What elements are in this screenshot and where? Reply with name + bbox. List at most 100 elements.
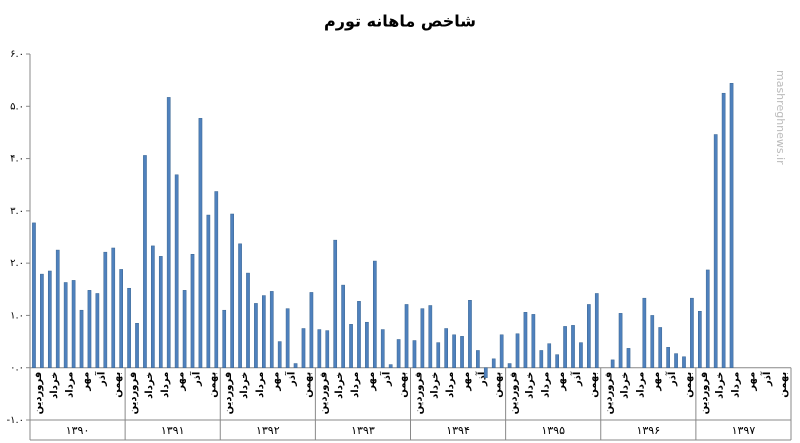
bar [349, 324, 353, 368]
year-label: ۱۳۹۵ [541, 424, 565, 437]
bar [222, 309, 227, 368]
bar [309, 292, 314, 368]
bar [190, 254, 195, 368]
bar [547, 343, 552, 368]
y-tick-label: -۱.۰ [6, 415, 24, 426]
chart-title: شاخص ماهانه تورم [324, 12, 476, 31]
bar [483, 367, 488, 378]
bar [713, 134, 718, 368]
bar [444, 328, 449, 368]
x-tick-label: مرداد [65, 372, 76, 398]
bar [666, 347, 670, 368]
bar [285, 308, 290, 368]
bar [79, 309, 84, 368]
x-tick-label: آذر [189, 371, 202, 387]
bar [729, 83, 734, 368]
y-tick-label: ۱.۰ [10, 310, 24, 321]
bar [143, 155, 147, 368]
x-tick-label: آذر [285, 371, 298, 387]
x-tick-label: بهمن [493, 372, 504, 398]
bar [618, 313, 623, 368]
bar [571, 325, 575, 368]
bar [436, 342, 441, 368]
y-tick-label: ۶.۰ [10, 49, 24, 60]
bar [277, 341, 282, 368]
bar [610, 359, 615, 368]
y-tick-label: ۲.۰ [10, 258, 24, 269]
x-tick-label: بهمن [302, 372, 313, 398]
bar [705, 269, 710, 368]
bar [523, 312, 528, 368]
bar [317, 329, 322, 368]
bar [166, 97, 171, 368]
bar [690, 297, 694, 368]
bar [372, 260, 377, 368]
year-label: ۱۳۹۷ [732, 424, 756, 437]
year-label: ۱۳۹۴ [446, 424, 470, 437]
year-label: ۱۳۹۱ [161, 424, 185, 437]
bar [460, 336, 464, 368]
y-tick-label: ۰.۰ [10, 363, 24, 374]
year-label: ۱۳۹۶ [636, 424, 660, 437]
bar [174, 174, 179, 368]
bar [262, 295, 266, 368]
bar [420, 308, 425, 368]
bar [428, 305, 433, 368]
year-label: ۱۳۹۰ [66, 424, 90, 437]
bar [127, 287, 131, 368]
bar [587, 304, 591, 368]
x-tick-label: بهمن [398, 372, 409, 398]
bar [325, 330, 330, 368]
bar [214, 191, 219, 368]
x-tick-label: مرداد [540, 372, 551, 398]
bar [674, 353, 678, 368]
x-tick-label: خرداد [524, 372, 535, 399]
x-tick-label: آذر [380, 371, 393, 387]
bar [198, 118, 203, 368]
bar [333, 239, 338, 368]
x-tick-label: خرداد [334, 372, 345, 399]
bar [396, 339, 401, 368]
bar [111, 247, 116, 368]
bar [87, 290, 92, 368]
bar [388, 364, 393, 368]
x-tick-label: بهمن [778, 372, 789, 398]
x-tick-label: آذر [760, 371, 773, 387]
x-tick-label: فروردین [318, 372, 329, 415]
bar [555, 354, 559, 368]
bar [626, 348, 631, 368]
year-label: ۱۳۹۳ [351, 424, 375, 437]
bar [721, 92, 726, 368]
x-tick-label: خرداد [49, 372, 60, 399]
bar [658, 327, 663, 368]
x-tick-label: مرداد [350, 372, 361, 398]
bar [151, 245, 155, 368]
x-tick-label: فروردین [604, 372, 615, 415]
x-tick-label: مهر [556, 372, 567, 392]
bar [642, 297, 647, 368]
bar [499, 334, 504, 368]
x-tick-label: بهمن [588, 372, 599, 398]
bar [246, 272, 250, 368]
x-tick-label: آذر [570, 371, 583, 387]
bar [468, 300, 472, 368]
bar [594, 293, 599, 368]
x-tick-label: فروردین [413, 372, 424, 415]
bar [301, 328, 306, 368]
x-tick-label: مهر [176, 372, 187, 392]
x-tick-label: مرداد [731, 372, 742, 398]
year-label: ۱۳۹۲ [256, 424, 280, 437]
bar [182, 290, 187, 368]
bar [579, 342, 583, 368]
x-tick-label: خرداد [239, 372, 250, 399]
bar [254, 303, 258, 368]
y-tick-label: ۳.۰ [10, 206, 24, 217]
x-tick-label: خرداد [715, 372, 726, 399]
bar [341, 284, 345, 368]
x-tick-label: خرداد [620, 372, 631, 399]
bar [476, 350, 480, 368]
bar [32, 222, 36, 368]
x-tick-label: مهر [271, 372, 282, 392]
x-tick-label: مرداد [160, 372, 171, 398]
